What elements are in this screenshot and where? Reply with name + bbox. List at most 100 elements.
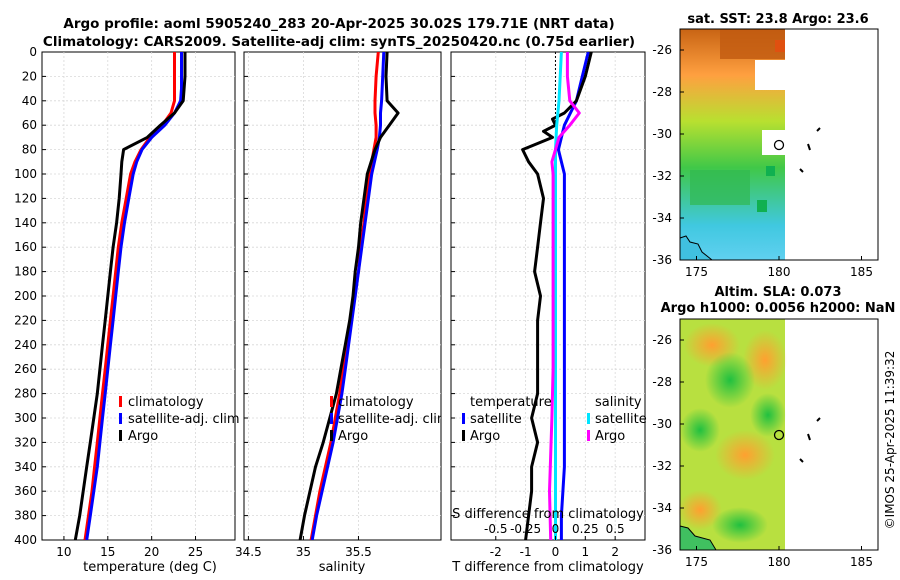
legend-swatch-satellite bbox=[119, 413, 122, 424]
title-line-1: Argo profile: aoml 5905240_283 20-Apr-20… bbox=[63, 16, 614, 32]
legend-swatch-s-satellite bbox=[587, 413, 590, 424]
longitude-tick-label: 175 bbox=[685, 265, 708, 279]
title-line-2: Climatology: CARS2009. Satellite-adj cli… bbox=[43, 34, 635, 50]
legend-swatch-climatology bbox=[330, 396, 333, 407]
longitude-tick-label: 180 bbox=[768, 555, 791, 569]
x-tick-label: -1 bbox=[520, 545, 532, 559]
latitude-tick-label: -28 bbox=[652, 375, 672, 389]
difference-top-xlabel: S difference from climatology bbox=[452, 507, 644, 522]
island-icon bbox=[799, 417, 821, 463]
series-line-s-argo bbox=[548, 52, 581, 540]
depth-tick-label: 160 bbox=[14, 240, 37, 254]
series-line-satellite-adj-clim bbox=[85, 52, 183, 540]
depth-tick-label: 320 bbox=[14, 435, 37, 449]
sla-low-blob bbox=[705, 352, 755, 408]
legend-label-t-argo: Argo bbox=[470, 429, 500, 444]
difference-xlabel: T difference from climatology bbox=[451, 560, 644, 575]
legend-swatch-argo bbox=[330, 430, 333, 441]
sst-map bbox=[679, 28, 879, 261]
island-icon bbox=[799, 127, 821, 173]
sst-map-axis: -26 -28 -30 -32 -34 -36 175 180 185 bbox=[652, 43, 873, 279]
x-tick-label: 25 bbox=[188, 545, 203, 559]
depth-tick-label: 140 bbox=[14, 216, 37, 230]
depth-tick-label: 80 bbox=[22, 143, 37, 157]
sst-land-mask bbox=[762, 130, 785, 155]
difference-legend: temperature satellite Argo salinity sate… bbox=[462, 395, 647, 444]
argo-float-marker bbox=[773, 429, 785, 441]
sla-low-blob bbox=[750, 393, 786, 437]
depth-tick-label: 60 bbox=[22, 118, 37, 132]
series-line-t-argo bbox=[521, 52, 593, 540]
depth-tick-label: 0 bbox=[29, 45, 37, 59]
sla-map bbox=[678, 318, 879, 551]
sla-high-blob bbox=[715, 430, 775, 480]
sla-high-blob bbox=[678, 490, 722, 530]
legend-label-argo: Argo bbox=[128, 429, 158, 444]
depth-axis: 0 20 40 60 80 100 120 140 160 180 200 220 240 260 280 3… bbox=[14, 45, 37, 547]
depth-tick-label: 180 bbox=[14, 265, 37, 279]
latitude-tick-label: -30 bbox=[652, 417, 672, 431]
depth-tick-label: 120 bbox=[14, 191, 37, 205]
x-tick-label: 34.5 bbox=[235, 545, 262, 559]
difference-panel bbox=[451, 52, 645, 540]
series-line-argo bbox=[298, 52, 400, 540]
sla-map-title-2: Argo h1000: 0.0056 h2000: NaN bbox=[661, 301, 896, 316]
salinity-xlabel: salinity bbox=[319, 560, 366, 575]
sst-patch bbox=[757, 200, 767, 212]
legend-title-salinity: salinity bbox=[595, 395, 642, 410]
s-diff-tick-label: -0.25 bbox=[510, 522, 541, 536]
latitude-tick-label: -26 bbox=[652, 43, 672, 57]
depth-tick-label: 100 bbox=[14, 167, 37, 181]
legend-swatch-t-satellite bbox=[462, 413, 465, 424]
latitude-tick-label: -36 bbox=[652, 253, 672, 267]
latitude-tick-label: -34 bbox=[652, 501, 672, 515]
x-tick-label: 20 bbox=[144, 545, 159, 559]
argo-float-marker bbox=[773, 139, 785, 151]
x-tick-label: 1 bbox=[581, 545, 589, 559]
salinity-legend: climatology satellite-adj. clim Argo bbox=[330, 395, 441, 444]
legend-label-s-argo: Argo bbox=[595, 429, 625, 444]
depth-tick-label: 40 bbox=[22, 94, 37, 108]
sst-patch bbox=[775, 40, 785, 52]
series-line-satellite-adj-clim bbox=[310, 52, 386, 540]
legend-swatch-climatology bbox=[119, 396, 122, 407]
legend-label-t-satellite: satellite bbox=[470, 412, 522, 427]
depth-tick-label: 20 bbox=[22, 69, 37, 83]
sst-warm-patch bbox=[720, 29, 785, 59]
salinity-axis: 34.5 35 35.5 bbox=[235, 51, 372, 559]
temperature-xlabel: temperature (deg C) bbox=[83, 560, 217, 575]
temperature-panel bbox=[42, 52, 235, 540]
longitude-tick-label: 185 bbox=[850, 555, 873, 569]
imos-timestamp: ©IMOS 25-Apr-2025 11:39:32 bbox=[883, 351, 897, 530]
latitude-tick-label: -36 bbox=[652, 543, 672, 557]
legend-swatch-s-argo bbox=[587, 430, 590, 441]
depth-tick-label: 360 bbox=[14, 484, 37, 498]
legend-swatch-satellite bbox=[330, 413, 333, 424]
x-tick-label: 35.5 bbox=[345, 545, 372, 559]
s-diff-tick-label: 0.25 bbox=[572, 522, 599, 536]
latitude-tick-label: -26 bbox=[652, 333, 672, 347]
legend-title-temperature: temperature bbox=[470, 395, 552, 410]
s-diff-tick-label: 0.5 bbox=[606, 522, 625, 536]
legend-label-s-satellite: satellite bbox=[595, 412, 647, 427]
longitude-tick-label: 175 bbox=[685, 555, 708, 569]
x-tick-label: 15 bbox=[100, 545, 115, 559]
legend-label-satellite: satellite-adj. clim bbox=[128, 412, 240, 427]
sla-low-blob bbox=[712, 507, 768, 543]
sst-green-patch bbox=[690, 170, 750, 205]
latitude-tick-label: -30 bbox=[652, 127, 672, 141]
depth-tick-label: 220 bbox=[14, 313, 37, 327]
depth-tick-label: 340 bbox=[14, 460, 37, 474]
temperature-axis: 10 15 20 25 bbox=[42, 51, 203, 559]
depth-tick-label: 240 bbox=[14, 338, 37, 352]
depth-tick-label: 200 bbox=[14, 289, 37, 303]
salinity-panel bbox=[244, 52, 441, 540]
sst-patch bbox=[766, 166, 775, 176]
depth-tick-label: 280 bbox=[14, 387, 37, 401]
temperature-legend: climatology satellite-adj. clim Argo bbox=[119, 395, 240, 444]
legend-label-climatology: climatology bbox=[128, 395, 204, 410]
x-tick-label: 0 bbox=[552, 545, 560, 559]
latitude-tick-label: -28 bbox=[652, 85, 672, 99]
sla-map-title-1: Altim. SLA: 0.073 bbox=[715, 285, 842, 300]
difference-axis: -2 -1 0 1 2 -0.5 -0.25 0 0.25 0.5 bbox=[451, 51, 625, 559]
